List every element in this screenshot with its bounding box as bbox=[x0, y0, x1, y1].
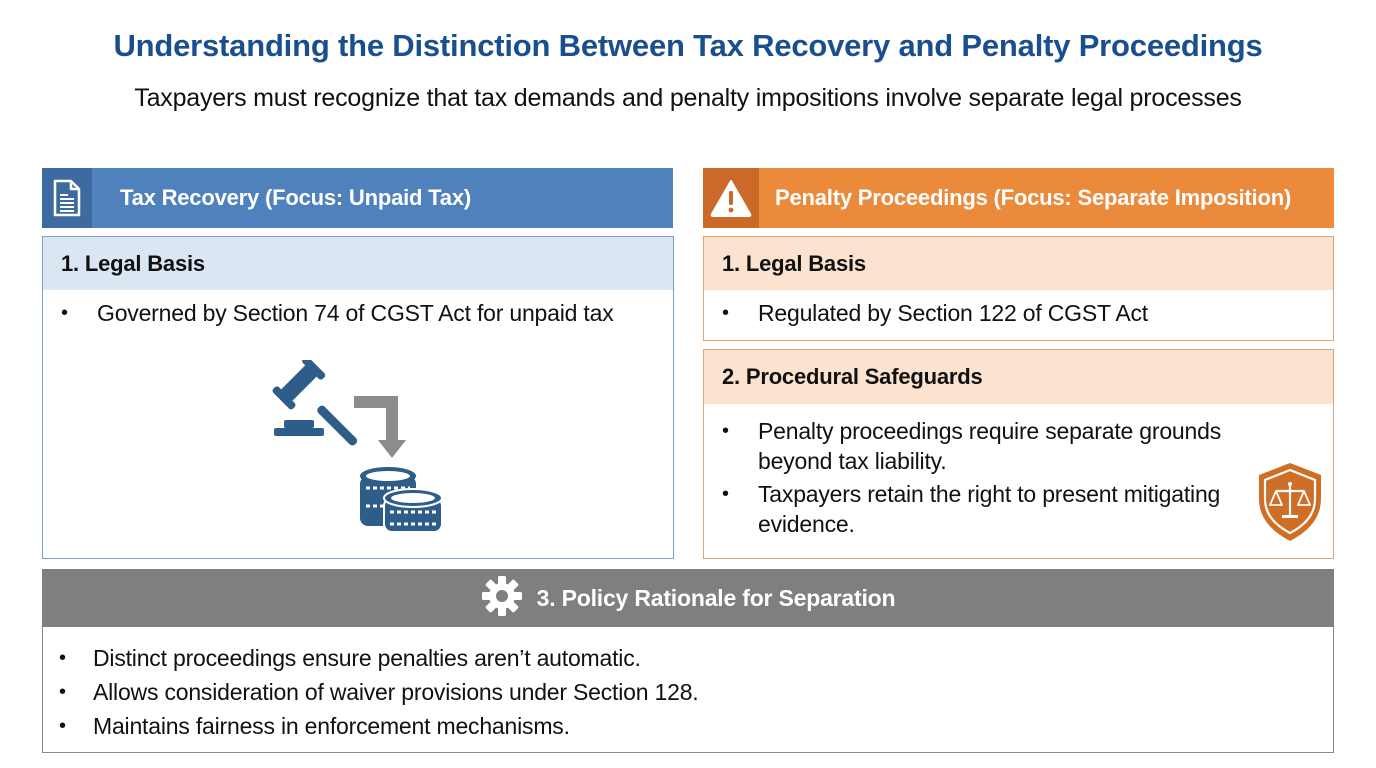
bullet-list: Governed by Section 74 of CGST Act for u… bbox=[43, 290, 673, 328]
bullet-list: Distinct proceedings ensure penalties ar… bbox=[43, 627, 1333, 743]
penalty-title: Penalty Proceedings (Focus: Separate Imp… bbox=[775, 185, 1292, 210]
penalty-header: Penalty Proceedings (Focus: Separate Imp… bbox=[703, 168, 1334, 228]
policy-rationale-header: 3. Policy Rationale for Separation bbox=[42, 569, 1334, 628]
penalty-procedural-safeguards-card: 2. Procedural Safeguards Penalty proceed… bbox=[703, 349, 1334, 559]
list-item: Maintains fairness in enforcement mechan… bbox=[43, 709, 1333, 743]
document-icon bbox=[42, 168, 92, 228]
tax-recovery-illustration bbox=[268, 356, 448, 540]
page-subtitle: Taxpayers must recognize that tax demand… bbox=[134, 84, 1242, 112]
warning-icon bbox=[703, 168, 759, 228]
section-heading: 2. Procedural Safeguards bbox=[704, 350, 1333, 404]
tax-recovery-title: Tax Recovery (Focus: Unpaid Tax) bbox=[120, 185, 471, 210]
list-item: Taxpayers retain the right to present mi… bbox=[704, 479, 1264, 539]
arrow-down-icon bbox=[354, 396, 406, 458]
list-item: Penalty proceedings require separate gro… bbox=[704, 416, 1264, 476]
policy-rationale-title: 3. Policy Rationale for Separation bbox=[536, 585, 896, 611]
page-title: Understanding the Distinction Between Ta… bbox=[113, 28, 1263, 63]
section-heading: 1. Legal Basis bbox=[43, 237, 673, 290]
coins-icon bbox=[360, 467, 443, 533]
policy-rationale-card: Distinct proceedings ensure penalties ar… bbox=[42, 627, 1334, 753]
bullet-list: Regulated by Section 122 of CGST Act bbox=[704, 290, 1333, 328]
shield-scales-icon bbox=[1255, 461, 1325, 543]
tax-recovery-header: Tax Recovery (Focus: Unpaid Tax) bbox=[42, 168, 673, 228]
list-item: Governed by Section 74 of CGST Act for u… bbox=[43, 298, 673, 328]
list-item: Allows consideration of waiver provision… bbox=[43, 675, 1333, 709]
gavel-icon bbox=[272, 356, 358, 446]
list-item: Regulated by Section 122 of CGST Act bbox=[704, 298, 1333, 328]
section-heading: 1. Legal Basis bbox=[704, 237, 1333, 290]
bullet-list: Penalty proceedings require separate gro… bbox=[704, 404, 1333, 539]
penalty-legal-basis-card: 1. Legal Basis Regulated by Section 122 … bbox=[703, 236, 1334, 341]
list-item: Distinct proceedings ensure penalties ar… bbox=[43, 641, 1333, 675]
gear-icon bbox=[481, 575, 523, 622]
